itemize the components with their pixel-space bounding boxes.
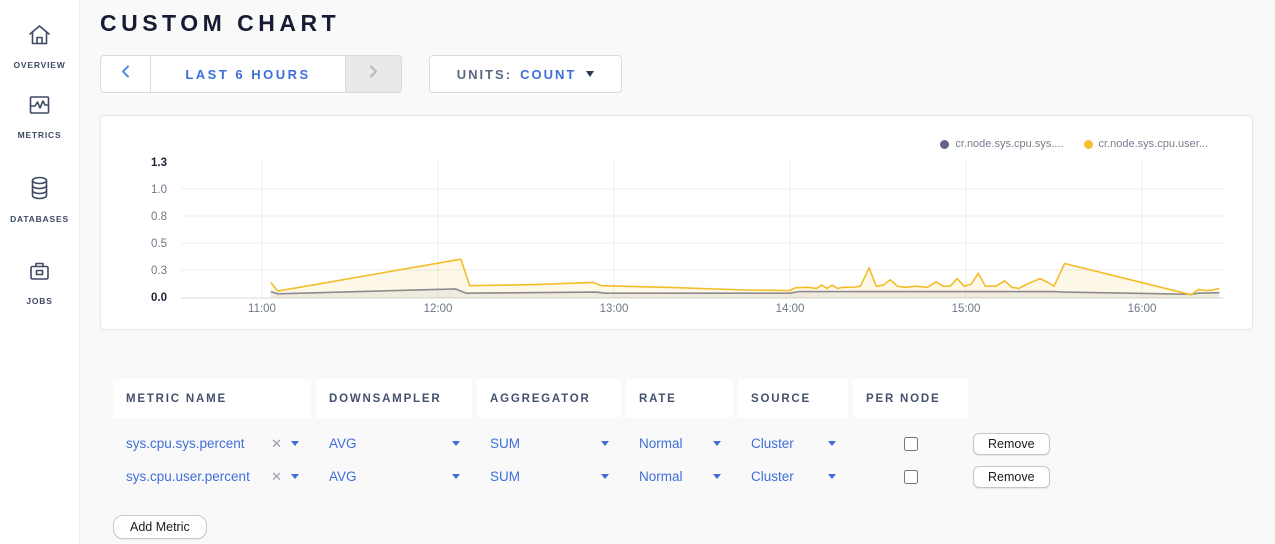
col-header-per-node: PER NODE [853,379,968,418]
chevron-down-icon [713,441,721,446]
legend-dot-icon [940,139,950,149]
sidebar-item-metrics[interactable]: METRICS [0,92,79,140]
sidebar-item-databases[interactable]: DATABASES [0,174,79,224]
units-dropdown[interactable]: UNITS: COUNT [429,55,622,93]
table-header-row: METRIC NAME DOWNSAMPLER AGGREGATOR RATE … [113,379,1213,418]
svg-text:11:00: 11:00 [248,303,276,315]
table-row: sys.cpu.user.percent ✕ AVG SUM Normal Cl… [113,460,1213,493]
aggregator-select[interactable]: SUM [477,460,621,493]
aggregator-select[interactable]: SUM [477,427,621,460]
legend-item[interactable]: cr.node.sys.cpu.user... [1083,138,1208,150]
table-row: sys.cpu.sys.percent ✕ AVG SUM Normal Clu… [113,427,1213,460]
time-prev-button[interactable] [101,56,151,92]
line-chart: 0.0 0.3 0.5 0.8 1.0 1.3 11:00 12:00 13:00 14:00 15… [151,157,1224,315]
rate-select[interactable]: Normal [626,460,733,493]
per-node-cell [853,460,968,493]
svg-text:15:00: 15:00 [952,303,981,315]
chart-panel: 0.0 0.3 0.5 0.8 1.0 1.3 11:00 12:00 13:00 14:00 15… [100,115,1253,330]
chevron-down-icon [452,474,460,479]
sidebar-item-label: DATABASES [10,214,69,224]
clear-icon[interactable]: ✕ [271,468,282,484]
per-node-cell [853,427,968,460]
legend-dot-icon [1083,139,1093,149]
per-node-checkbox[interactable] [903,469,918,484]
col-header-metric-name: METRIC NAME [113,379,311,418]
chart-legend: cr.node.sys.cpu.sys.... cr.node.sys.cpu.… [940,138,1208,150]
page-title: CUSTOM CHART [100,10,341,36]
clear-icon[interactable]: ✕ [271,435,282,451]
chevron-down-icon [452,441,460,446]
sidebar-item-jobs[interactable]: JOBS [0,258,79,306]
chevron-down-icon [713,474,721,479]
legend-label: cr.node.sys.cpu.user... [1098,138,1208,150]
home-icon [26,22,53,53]
remove-button[interactable]: Remove [973,465,1050,488]
chevron-down-icon [828,441,836,446]
col-header-aggregator: AGGREGATOR [477,379,621,418]
legend-label: cr.node.sys.cpu.sys.... [955,138,1064,150]
sidebar-item-label: METRICS [17,130,62,140]
main-content: CUSTOM CHART LAST 6 HOURS UNITS: COUNT 0… [80,0,1275,544]
sidebar-item-label: OVERVIEW [13,60,66,70]
chevron-down-icon [291,474,299,479]
time-range-dropdown[interactable]: LAST 6 HOURS [185,66,311,82]
sidebar-item-label: JOBS [26,296,53,306]
svg-text:1.0: 1.0 [151,184,167,196]
actions-cell: Remove [973,427,1073,460]
remove-button[interactable]: Remove [973,432,1050,455]
legend-item[interactable]: cr.node.sys.cpu.sys.... [940,138,1064,150]
svg-text:0.0: 0.0 [151,292,167,304]
col-header-source: SOURCE [738,379,848,418]
col-header-rate: RATE [626,379,733,418]
svg-text:1.3: 1.3 [151,157,167,169]
time-range-picker: LAST 6 HOURS [100,55,402,93]
svg-text:13:00: 13:00 [600,303,629,315]
sidebar-item-overview[interactable]: OVERVIEW [0,22,79,70]
svg-text:12:00: 12:00 [424,303,453,315]
rate-select[interactable]: Normal [626,427,733,460]
add-metric-button[interactable]: Add Metric [113,515,207,539]
per-node-checkbox[interactable] [903,436,918,451]
svg-text:14:00: 14:00 [776,303,805,315]
chevron-left-icon [121,65,130,83]
source-select[interactable]: Cluster [738,427,848,460]
databases-icon [26,174,53,207]
chevron-down-icon [601,474,609,479]
chevron-down-icon [291,441,299,446]
col-header-actions [973,379,1073,418]
source-select[interactable]: Cluster [738,460,848,493]
downsampler-select[interactable]: AVG [316,427,472,460]
metrics-icon [26,92,53,123]
metric-name-select[interactable]: sys.cpu.sys.percent ✕ [113,427,311,460]
jobs-icon [26,258,53,289]
metric-name-select[interactable]: sys.cpu.user.percent ✕ [113,460,311,493]
chevron-down-icon [828,474,836,479]
chevron-down-icon [586,71,595,77]
chevron-down-icon [601,441,609,446]
units-value: COUNT [520,66,577,82]
svg-text:0.5: 0.5 [151,238,167,250]
svg-text:0.3: 0.3 [151,265,167,277]
downsampler-select[interactable]: AVG [316,460,472,493]
time-next-button[interactable] [345,56,401,92]
col-header-downsampler: DOWNSAMPLER [316,379,472,418]
svg-text:0.8: 0.8 [151,211,167,223]
metrics-table: METRIC NAME DOWNSAMPLER AGGREGATOR RATE … [113,379,1213,539]
units-label: UNITS: [456,66,513,82]
svg-text:16:00: 16:00 [1128,303,1157,315]
actions-cell: Remove [973,460,1073,493]
sidebar: OVERVIEW METRICS DATABASES [0,0,80,544]
controls-row: LAST 6 HOURS UNITS: COUNT [100,55,622,93]
chevron-right-icon [369,65,378,83]
